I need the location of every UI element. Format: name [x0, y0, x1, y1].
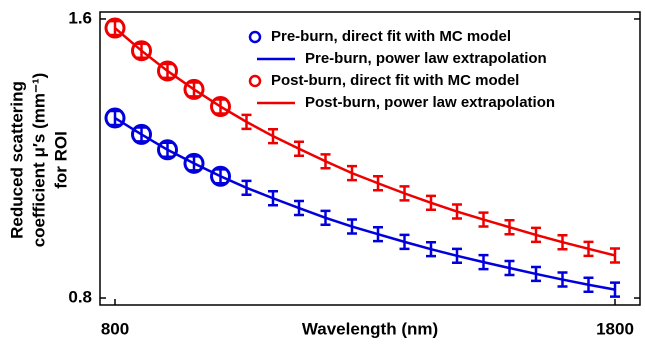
error-bar: [373, 175, 383, 192]
error-bar: [320, 153, 331, 170]
error-bar: [373, 225, 383, 243]
y-axis-label: Reduced scattering coefficient μ′s (mm⁻¹…: [7, 73, 70, 248]
series-line: [114, 27, 616, 257]
data-point: [210, 165, 231, 187]
error-bar: [294, 199, 304, 217]
error-bar: [110, 19, 120, 37]
error-bar: [268, 127, 278, 145]
y-label-line: Reduced scattering: [7, 81, 26, 239]
error-bar: [215, 98, 226, 115]
error-bar: [241, 113, 252, 131]
data-point: [157, 60, 178, 82]
data-point: [131, 40, 152, 62]
data-point: [131, 123, 152, 145]
error-bar: [241, 179, 252, 197]
error-bar: [504, 259, 515, 277]
plot-frame: [99, 11, 641, 306]
error-bar: [347, 218, 357, 235]
error-bar: [478, 253, 489, 271]
legend-label: Pre-burn, direct fit with MC model: [271, 28, 511, 45]
x-axis-label: Wavelength (nm): [302, 319, 438, 338]
data-point: [183, 78, 205, 100]
legend-label: Post-burn, direct fit with MC model: [271, 72, 519, 89]
data-point: [183, 152, 205, 174]
error-bar: [426, 194, 436, 212]
error-bar: [162, 62, 173, 80]
error-bar: [399, 233, 410, 251]
data-point: [210, 96, 231, 118]
error-bar: [189, 81, 199, 98]
legend-marker: [248, 74, 262, 88]
y-label-line: coefficient μ′s (mm⁻¹): [29, 73, 48, 248]
error-bar: [136, 42, 147, 59]
error-bar: [583, 240, 594, 258]
data-point: [104, 107, 126, 129]
legend-label: Pre-burn, power law extrapolation: [305, 50, 547, 67]
legend-marker: [248, 30, 262, 44]
error-bar: [110, 109, 120, 127]
error-bar: [531, 265, 541, 283]
error-bar: [426, 240, 436, 258]
error-bar: [215, 168, 226, 185]
y-tick-label: 0.8: [68, 288, 92, 307]
error-bar: [136, 126, 147, 143]
error-bar: [162, 141, 173, 159]
error-bar: [399, 185, 410, 202]
error-bar: [347, 164, 357, 182]
error-bar: [268, 190, 278, 207]
data-point: [157, 139, 178, 161]
y-label-line: for ROI: [51, 131, 70, 189]
error-bar: [478, 211, 489, 228]
data-point: [104, 17, 126, 39]
x-tick-label: 1800: [596, 319, 634, 338]
series-line: [114, 116, 616, 291]
x-tick-label: 800: [101, 319, 129, 338]
error-bar: [610, 281, 620, 298]
error-bar: [452, 247, 462, 265]
error-bar: [504, 218, 515, 236]
error-bar: [189, 155, 199, 172]
error-bar: [557, 271, 568, 288]
error-bar: [531, 226, 541, 244]
error-bar: [452, 203, 462, 220]
error-bar: [294, 140, 304, 157]
error-bar: [610, 247, 620, 264]
error-bar: [557, 233, 568, 251]
error-bar: [320, 209, 331, 227]
legend-label: Post-burn, power law extrapolation: [305, 94, 555, 111]
y-tick-label: 1.6: [68, 8, 92, 27]
error-bar: [583, 276, 594, 293]
